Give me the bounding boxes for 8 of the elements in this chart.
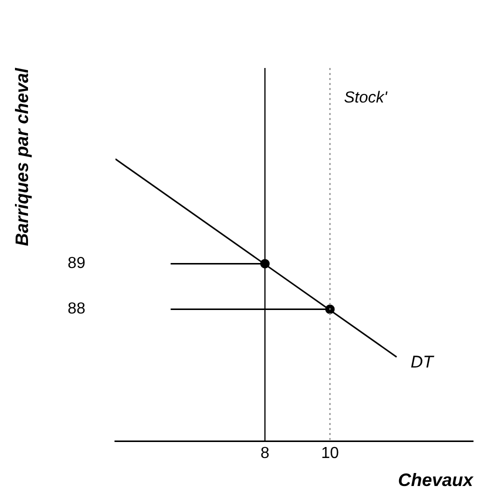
y-axis-title: Barriques par cheval bbox=[12, 67, 32, 246]
x-tick-label: 10 bbox=[321, 445, 339, 462]
x-tick-label: 8 bbox=[260, 445, 270, 462]
y-tick-label: 88 bbox=[68, 300, 86, 318]
series-label: DT bbox=[410, 352, 435, 372]
x-axis-title: Chevaux bbox=[398, 470, 474, 490]
y-tick-label: 89 bbox=[68, 255, 86, 272]
ref-line-label: Stock' bbox=[344, 89, 388, 106]
